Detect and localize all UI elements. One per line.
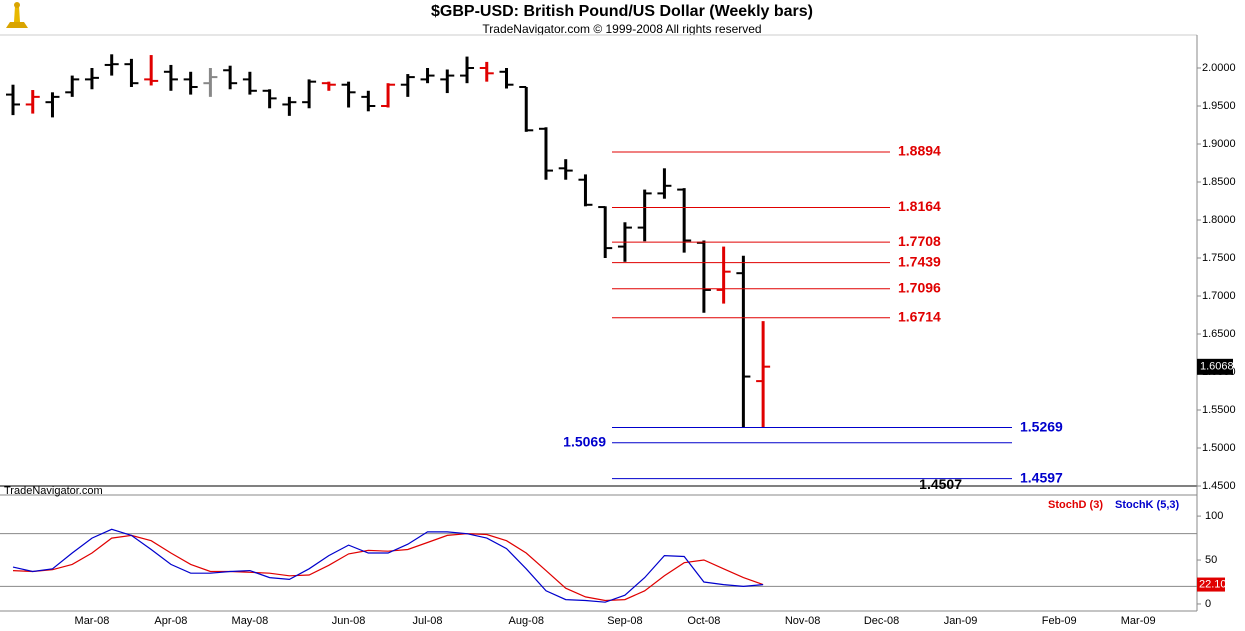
last-price-label: 1.6068 [1200,361,1234,373]
chart-subtitle: TradeNavigator.com © 1999-2008 All right… [482,22,761,36]
x-tick-label: Oct-08 [687,615,720,627]
support-level-label: 1.5269 [1020,418,1063,434]
y-tick-label: 50 [1205,554,1217,566]
y-tick-label: 1.5500 [1202,404,1236,416]
logo [6,2,28,28]
stoch-line [12,528,764,603]
y-tick-label: 100 [1205,510,1223,522]
fib-level-label: 1.7096 [898,279,941,295]
x-tick-label: Apr-08 [154,615,187,627]
y-tick-label: 2.0000 [1202,62,1236,74]
x-tick-label: Dec-08 [864,615,899,627]
y-tick-label: 1.9000 [1202,138,1236,150]
y-tick-label: 1.9500 [1202,100,1236,112]
x-tick-label: Jun-08 [332,615,366,627]
last-value-box [1197,577,1225,592]
y-tick-label: 1.8500 [1202,176,1236,188]
legend-entry: StochD (3) [1048,499,1103,511]
x-tick-label: Sep-08 [607,615,642,627]
x-tick-label: May-08 [232,615,269,627]
support-level-label: 1.4597 [1020,469,1063,485]
chart-title: $GBP-USD: British Pound/US Dollar (Weekl… [431,3,813,20]
last-value-label: 22.10 [1199,578,1227,590]
watermark: TradeNavigator.com [4,485,103,497]
support-level-label: 1.5069 [563,433,606,449]
fib-level-label: 1.7708 [898,233,941,249]
x-tick-label: Jul-08 [413,615,443,627]
y-tick-label: 1.4500 [1202,480,1236,492]
fib-level-label: 1.6714 [898,308,941,324]
x-tick-label: Aug-08 [508,615,543,627]
fib-level-label: 1.8894 [898,143,941,159]
stoch-line [12,533,764,602]
last-price-box [1197,358,1233,375]
legend-entry: StochK (5,3) [1115,499,1180,511]
y-tick-label: 1.6500 [1202,328,1236,340]
y-tick-label: 1.7500 [1202,252,1236,264]
x-tick-label: Mar-09 [1121,615,1156,627]
y-tick-label: 1.5000 [1202,442,1236,454]
x-tick-label: Mar-08 [75,615,110,627]
annotation: 1.4507 [919,476,962,492]
fib-level-label: 1.8164 [898,198,941,214]
x-tick-label: Jan-09 [944,615,978,627]
y-tick-label: 0 [1205,598,1211,610]
x-tick-label: Feb-09 [1042,615,1077,627]
x-tick-label: Nov-08 [785,615,820,627]
y-tick-label: 1.8000 [1202,214,1236,226]
fib-level-label: 1.7439 [898,253,941,269]
y-tick-label: 1.7000 [1202,290,1236,302]
